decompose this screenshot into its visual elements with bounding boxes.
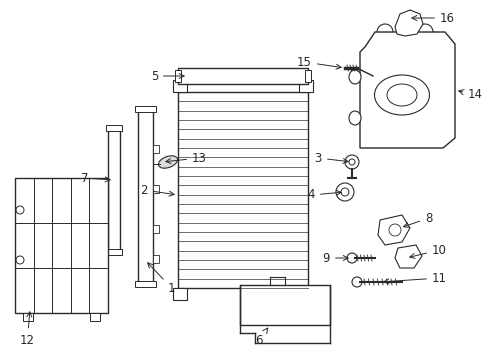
Bar <box>173 80 187 92</box>
Bar <box>173 288 187 300</box>
Bar <box>240 285 330 325</box>
Polygon shape <box>378 215 410 245</box>
Circle shape <box>347 253 357 263</box>
Circle shape <box>352 277 362 287</box>
Bar <box>299 288 313 300</box>
Polygon shape <box>395 10 423 36</box>
Bar <box>153 225 159 233</box>
Bar <box>305 70 311 82</box>
Circle shape <box>336 183 354 201</box>
Text: 11: 11 <box>384 271 447 284</box>
Text: 14: 14 <box>459 89 483 102</box>
Text: 3: 3 <box>315 152 348 165</box>
Bar <box>153 185 159 193</box>
Polygon shape <box>360 32 455 148</box>
Text: 16: 16 <box>412 12 455 24</box>
Text: 15: 15 <box>297 55 341 69</box>
Bar <box>106 125 122 131</box>
Circle shape <box>345 155 359 169</box>
Ellipse shape <box>349 70 361 84</box>
Ellipse shape <box>158 156 177 168</box>
Polygon shape <box>395 245 422 268</box>
Bar <box>106 249 122 255</box>
Bar <box>138 108 153 285</box>
Text: 1: 1 <box>147 263 175 294</box>
Text: 13: 13 <box>166 152 207 165</box>
Ellipse shape <box>349 111 361 125</box>
Bar <box>178 92 308 288</box>
Text: 4: 4 <box>308 189 341 202</box>
Text: 2: 2 <box>141 184 174 197</box>
Bar <box>153 255 159 263</box>
Bar <box>108 128 120 252</box>
Text: 5: 5 <box>150 69 184 82</box>
Bar <box>90 313 100 321</box>
Bar <box>135 106 156 112</box>
Bar <box>135 281 156 287</box>
Text: 9: 9 <box>322 252 348 265</box>
Text: 7: 7 <box>80 171 110 184</box>
Text: 6: 6 <box>255 328 268 346</box>
Text: 10: 10 <box>410 243 447 258</box>
Text: 8: 8 <box>404 211 432 228</box>
Text: 12: 12 <box>20 312 35 346</box>
Bar <box>153 145 159 153</box>
Bar <box>299 80 313 92</box>
Bar <box>23 313 33 321</box>
Bar <box>15 178 108 313</box>
Bar <box>178 68 308 84</box>
Bar <box>175 70 181 82</box>
